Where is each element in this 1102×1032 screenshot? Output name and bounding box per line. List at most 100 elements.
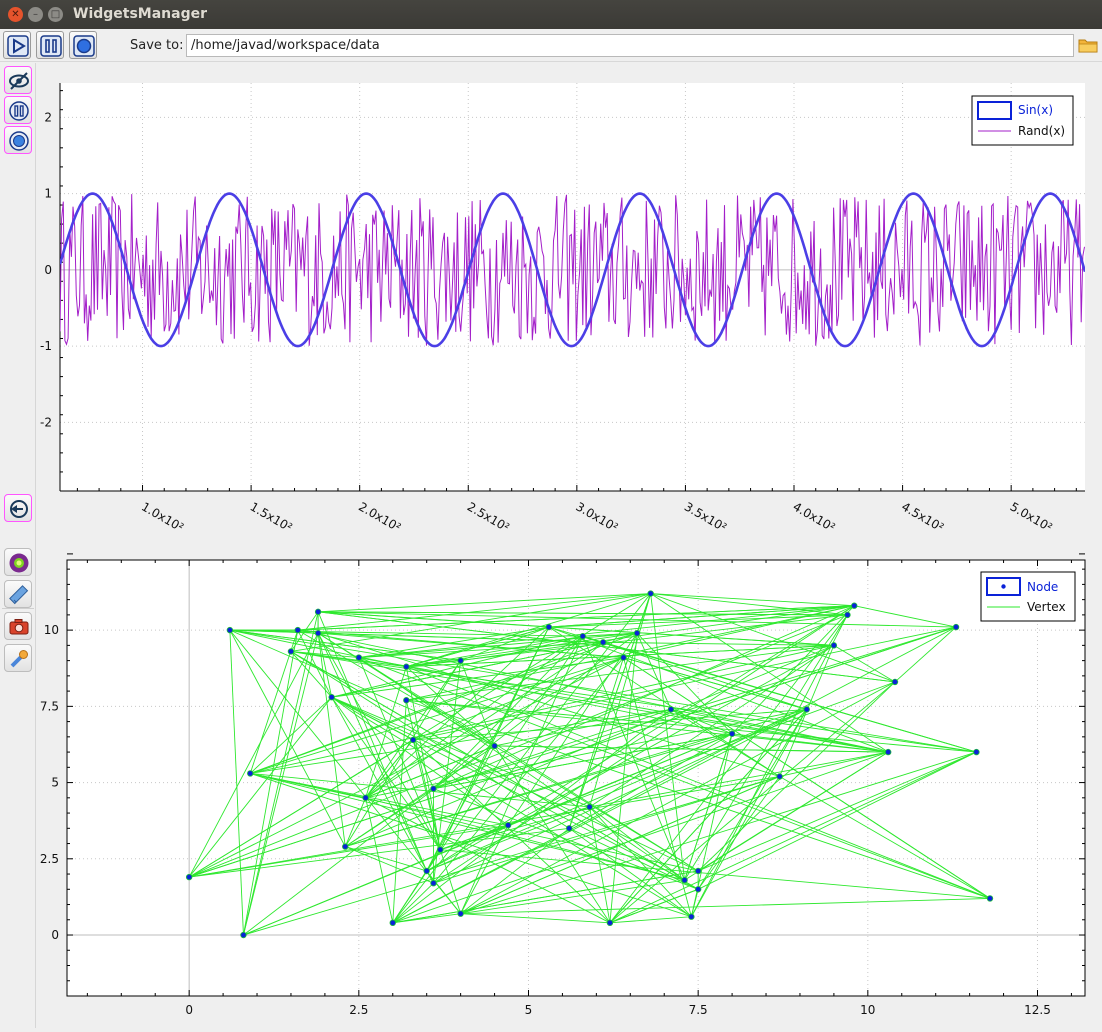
vertex-edge — [250, 641, 604, 774]
vertex-edge — [582, 636, 686, 881]
vertex-edge — [433, 733, 733, 790]
vertex-edge — [392, 626, 957, 924]
vertex-edge — [243, 633, 319, 936]
vertex-edge — [229, 629, 733, 735]
graph-nodes — [185, 590, 994, 939]
legend-sin-swatch — [977, 101, 1012, 120]
graph-plot-panel: 10 7.5 5 2.5 0 0 2.5 5 7.5 10 12.5 Node Vertex — [37, 548, 1102, 1028]
window-minimize-button[interactable]: – — [28, 7, 43, 22]
legend-node-label: Node — [1027, 580, 1058, 594]
x-tick-label: 5.0x10² — [1008, 499, 1055, 534]
graph-node — [633, 629, 641, 637]
graph-node — [430, 879, 437, 887]
vertex-edge — [345, 846, 427, 872]
vertex-edge — [243, 632, 638, 936]
graph-node — [579, 633, 586, 640]
graph-node — [830, 642, 838, 649]
vertex-edge — [331, 696, 685, 881]
graph-node — [409, 736, 417, 744]
color-wheel-icon — [9, 553, 29, 573]
vertex-edge — [460, 605, 855, 662]
vertex-edge — [365, 797, 611, 924]
toggle-visibility-button[interactable] — [4, 66, 32, 94]
vertex-edge — [433, 660, 462, 884]
window-title: WidgetsManager — [73, 6, 208, 22]
vertex-edge — [358, 605, 855, 659]
graph-node — [973, 748, 980, 756]
legend-node-marker — [1001, 584, 1006, 589]
vertex-edge — [243, 611, 319, 936]
rand-series-line — [60, 194, 1085, 346]
vertex-edge — [460, 636, 584, 914]
x-tick-label: 1.5x10² — [248, 499, 295, 534]
record-circle-icon — [9, 131, 29, 151]
vertex-edge — [460, 776, 780, 915]
reset-view-button[interactable] — [4, 494, 32, 522]
graph-node — [606, 919, 614, 927]
graph-node — [328, 694, 335, 701]
vertex-edge — [426, 626, 550, 872]
vertex-edge — [494, 745, 889, 753]
vertex-edge — [609, 888, 699, 924]
graph-node — [457, 910, 464, 917]
play-button[interactable] — [3, 31, 31, 59]
vertex-edge — [250, 644, 834, 774]
vertex-edge — [189, 776, 780, 878]
vertex-edge — [331, 641, 604, 698]
y-tick-label: -2 — [40, 415, 52, 429]
graph-node — [287, 648, 295, 655]
pause-button[interactable] — [36, 31, 64, 59]
vertex-edge — [494, 745, 611, 924]
x-tick-label: 3.5x10² — [682, 499, 729, 534]
browse-folder-button[interactable] — [1078, 35, 1098, 55]
record-button[interactable] — [69, 31, 97, 59]
vertex-edge — [433, 708, 672, 790]
vertex-edge — [406, 644, 834, 668]
graph-node — [389, 919, 396, 927]
window-maximize-button[interactable]: □ — [48, 7, 63, 22]
vertex-edge — [317, 633, 346, 847]
clear-tool-button[interactable] — [4, 644, 32, 672]
vertex-edge — [229, 630, 244, 936]
vertex-edge — [433, 605, 855, 790]
window-close-button[interactable]: ✕ — [8, 7, 23, 22]
camera-icon — [9, 619, 29, 635]
sin-series-line — [60, 192, 1085, 348]
brush-icon — [10, 650, 28, 668]
vertex-edge — [426, 605, 855, 872]
vertex-edge — [697, 751, 977, 872]
vertex-edge — [229, 629, 604, 643]
graph-node — [620, 654, 627, 661]
screenshot-button[interactable] — [4, 612, 32, 640]
y-tick-label: 5 — [51, 776, 59, 790]
save-path-field[interactable]: /home/javad/workspace/data — [186, 34, 1074, 57]
vertex-edge — [188, 657, 624, 878]
vertex-edge — [358, 626, 549, 659]
graph-node — [185, 873, 193, 881]
vertex-edge — [569, 827, 699, 890]
vertex-edge — [331, 696, 434, 884]
vertex-edge — [290, 651, 699, 890]
plot-record-button[interactable] — [4, 126, 32, 154]
measure-tool-button[interactable] — [4, 580, 32, 608]
graph-node — [457, 657, 464, 664]
x-tick-label: 7.5 — [689, 1003, 708, 1017]
vertex-edge — [229, 629, 583, 637]
graph-node — [851, 602, 858, 609]
legend-sin-label: Sin(x) — [1018, 103, 1053, 117]
graph-node — [545, 623, 553, 631]
y-tick-label: 0 — [44, 263, 52, 277]
vertex-edge — [229, 629, 495, 747]
vertex-edge — [460, 913, 610, 924]
graph-node — [586, 803, 593, 811]
vertex-edge — [460, 897, 990, 915]
graph-node — [314, 608, 322, 616]
vertex-edge — [609, 709, 808, 924]
signal-plot[interactable]: 2 1 0 -1 -2 1.0x10² 1.5x10² 2.0x10² 2.5x10² 3.0x1… — [37, 63, 1102, 544]
color-picker-button[interactable] — [4, 548, 32, 576]
graph-plot[interactable]: 10 7.5 5 2.5 0 0 2.5 5 7.5 10 12.5 Node Vertex — [37, 548, 1102, 1028]
vertex-edge — [392, 700, 407, 923]
vertex-edge — [609, 681, 896, 924]
vertex-edge — [188, 696, 333, 878]
plot-pause-button[interactable] — [4, 96, 32, 124]
